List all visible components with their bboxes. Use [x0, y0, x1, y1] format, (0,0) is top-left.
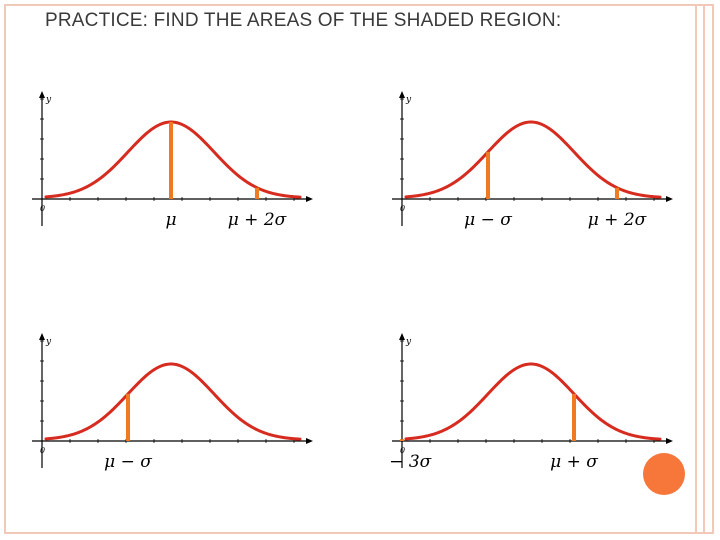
sigma-marker-label: μ + 2σ [588, 210, 647, 230]
origin-label: 0 [40, 446, 45, 455]
sigma-marker-label: μ [165, 210, 176, 230]
y-axis-label: y [405, 337, 412, 347]
sigma-marker-label: μ + 2σ [228, 210, 287, 230]
slide-side-rule [695, 4, 705, 534]
normal-curve-panel-3: y 0 μ − σ [32, 333, 313, 472]
y-axis-label: y [45, 337, 52, 347]
sigma-marker-label: μ − 3σ [388, 452, 432, 472]
y-axis-arrow [399, 333, 405, 340]
x-axis-arrow [306, 196, 313, 202]
y-axis-arrow [39, 333, 45, 340]
normal-curve-panel-2: y 0 μ − σ μ + 2σ [392, 91, 673, 230]
normal-curve [404, 362, 662, 441]
x-axis-arrow [306, 438, 313, 444]
page-title: PRACTICE: FIND THE AREAS OF THE SHADED R… [45, 10, 562, 31]
normal-curve [44, 362, 302, 441]
sigma-marker-label: μ − σ [104, 452, 152, 472]
x-axis-arrow [666, 196, 673, 202]
origin-label: 0 [400, 446, 405, 455]
decorative-dot [643, 453, 685, 495]
y-axis-label: y [45, 95, 52, 105]
y-axis-arrow [399, 91, 405, 98]
normal-curve [404, 120, 662, 199]
origin-label: 0 [40, 204, 45, 213]
origin-label: 0 [400, 204, 405, 213]
y-axis-label: y [405, 95, 412, 105]
sigma-marker-label: μ − σ [464, 210, 512, 230]
y-axis-arrow [39, 91, 45, 98]
sigma-marker-label: μ + σ [550, 452, 598, 472]
normal-curve-panel-4: y 0μ − 3σ μ + σ [388, 333, 673, 472]
slide-border [4, 4, 714, 534]
normal-curve-panel-1: y 0 μ μ + 2σ [32, 91, 313, 230]
x-axis-arrow [666, 438, 673, 444]
